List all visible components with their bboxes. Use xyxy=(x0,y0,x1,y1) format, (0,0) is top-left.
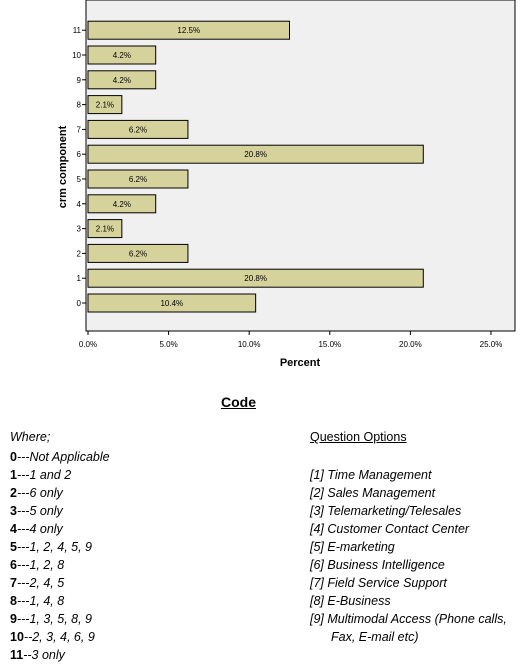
bar xyxy=(87,268,424,288)
bar xyxy=(87,169,189,189)
code-number: 2 xyxy=(10,486,17,500)
code-item: 9---1, 3, 5, 8, 9 xyxy=(10,610,110,628)
bar xyxy=(87,194,157,214)
code-item: 7---2, 4, 5 xyxy=(10,574,110,592)
code-description: ---Not Applicable xyxy=(16,450,110,464)
y-tick-label: 11 xyxy=(73,26,82,35)
code-description: ---1, 4, 8 xyxy=(16,594,65,608)
code-item: 1---1 and 2 xyxy=(10,466,110,484)
code-description: ---2, 4, 5 xyxy=(16,576,65,590)
code-title: Code xyxy=(221,394,256,410)
bar xyxy=(87,45,157,65)
bar xyxy=(87,20,290,40)
code-description: ---1, 2, 8 xyxy=(16,558,65,572)
code-item: 4---4 only xyxy=(10,520,110,538)
x-axis-label: Percent xyxy=(280,357,321,369)
question-option: [1] Time Management xyxy=(310,468,432,482)
y-tick-label: 7 xyxy=(77,125,82,134)
x-tick-label: 0.0% xyxy=(79,340,97,349)
y-tick-label: 6 xyxy=(77,150,82,159)
code-list: 0---Not Applicable 1---1 and 2 2---6 only 3… xyxy=(10,448,110,664)
bar-data-label: 4.2% xyxy=(113,76,131,85)
code-description: ---1 and 2 xyxy=(16,468,72,482)
code-item: 2---6 only xyxy=(10,484,110,502)
code-description: ---6 only xyxy=(16,486,63,500)
question-option: [6] Business Intelligence xyxy=(310,558,445,572)
code-item: 6---1, 2, 8 xyxy=(10,556,110,574)
code-number: 4 xyxy=(10,522,17,536)
question-option: [8] E-Business xyxy=(310,594,391,608)
code-number: 0 xyxy=(10,450,17,464)
code-description: ---1, 2, 4, 5, 9 xyxy=(16,540,92,554)
y-tick-label: 1 xyxy=(77,274,82,283)
y-tick-label: 9 xyxy=(77,76,82,85)
code-number: 7 xyxy=(10,576,17,590)
bar-data-label: 10.4% xyxy=(160,299,183,308)
y-tick-label: 3 xyxy=(77,225,82,234)
bar-data-label: 6.2% xyxy=(129,125,147,134)
x-tick-label: 10.0% xyxy=(238,340,261,349)
question-option: [5] E-marketing xyxy=(310,540,395,554)
question-option: [7] Field Service Support xyxy=(310,576,447,590)
question-option: [4] Customer Contact Center xyxy=(310,522,470,536)
code-item: 10--2, 3, 4, 6, 9 xyxy=(10,628,110,646)
code-item: 0---Not Applicable xyxy=(10,448,110,466)
y-tick-label: 2 xyxy=(77,249,82,258)
bar xyxy=(87,119,189,139)
code-number: 1 xyxy=(10,468,17,482)
bar xyxy=(87,144,424,164)
code-number: 10 xyxy=(10,630,24,644)
question-option: [2] Sales Management xyxy=(310,486,436,500)
where-label: Where; xyxy=(10,430,51,444)
bar-data-label: 20.8% xyxy=(244,150,267,159)
code-description: ---5 only xyxy=(16,504,63,518)
question-option: [9] Multimodal Access (Phone calls, Fax,… xyxy=(310,612,507,644)
y-tick-label: 4 xyxy=(77,200,82,209)
x-tick-label: 20.0% xyxy=(399,340,422,349)
y-tick-label: 10 xyxy=(72,51,81,60)
bar-data-label: 6.2% xyxy=(129,175,147,184)
bar-data-label: 6.2% xyxy=(129,249,147,258)
code-number: 3 xyxy=(10,504,17,518)
code-description: ---1, 3, 5, 8, 9 xyxy=(16,612,92,626)
code-description: --2, 3, 4, 6, 9 xyxy=(23,630,95,644)
bar-chart: 10.4% 20.8% 6.2% 2.1% 4.2% 6.2% 20.8% 6.2% 2.1% 4… xyxy=(57,0,516,369)
bar-data-label: 4.2% xyxy=(113,51,131,60)
x-tick-label: 25.0% xyxy=(480,340,503,349)
bar xyxy=(87,219,123,239)
bar xyxy=(87,243,189,263)
code-description: --3 only xyxy=(23,648,65,662)
question-options-list: [1] Time Management [2] Sales Management [… xyxy=(310,466,522,646)
code-number: 11 xyxy=(10,648,24,662)
code-item: 3---5 only xyxy=(10,502,110,520)
code-item: 5---1, 2, 4, 5, 9 xyxy=(10,538,110,556)
bar xyxy=(87,70,157,90)
bar xyxy=(87,95,123,115)
code-item: 11--3 only xyxy=(10,646,110,664)
y-axis-label: crm component xyxy=(57,125,69,208)
bar-data-label: 4.2% xyxy=(113,200,131,209)
bar-data-label: 20.8% xyxy=(244,274,267,283)
code-number: 9 xyxy=(10,612,17,626)
code-number: 8 xyxy=(10,594,17,608)
question-options-title: Question Options xyxy=(310,430,407,444)
bar-data-label: 12.5% xyxy=(177,26,200,35)
code-item: 8---1, 4, 8 xyxy=(10,592,110,610)
x-tick-label: 5.0% xyxy=(159,340,177,349)
y-tick-label: 8 xyxy=(77,101,82,110)
y-tick-label: 5 xyxy=(77,175,82,184)
x-tick-label: 15.0% xyxy=(318,340,341,349)
bar-data-label: 2.1% xyxy=(96,225,114,234)
code-number: 6 xyxy=(10,558,17,572)
bar-data-label: 2.1% xyxy=(96,101,114,110)
y-tick-label: 0 xyxy=(77,299,82,308)
code-description: ---4 only xyxy=(16,522,63,536)
question-option: [3] Telemarketing/Telesales xyxy=(310,504,462,518)
code-number: 5 xyxy=(10,540,17,554)
bar xyxy=(87,293,257,313)
